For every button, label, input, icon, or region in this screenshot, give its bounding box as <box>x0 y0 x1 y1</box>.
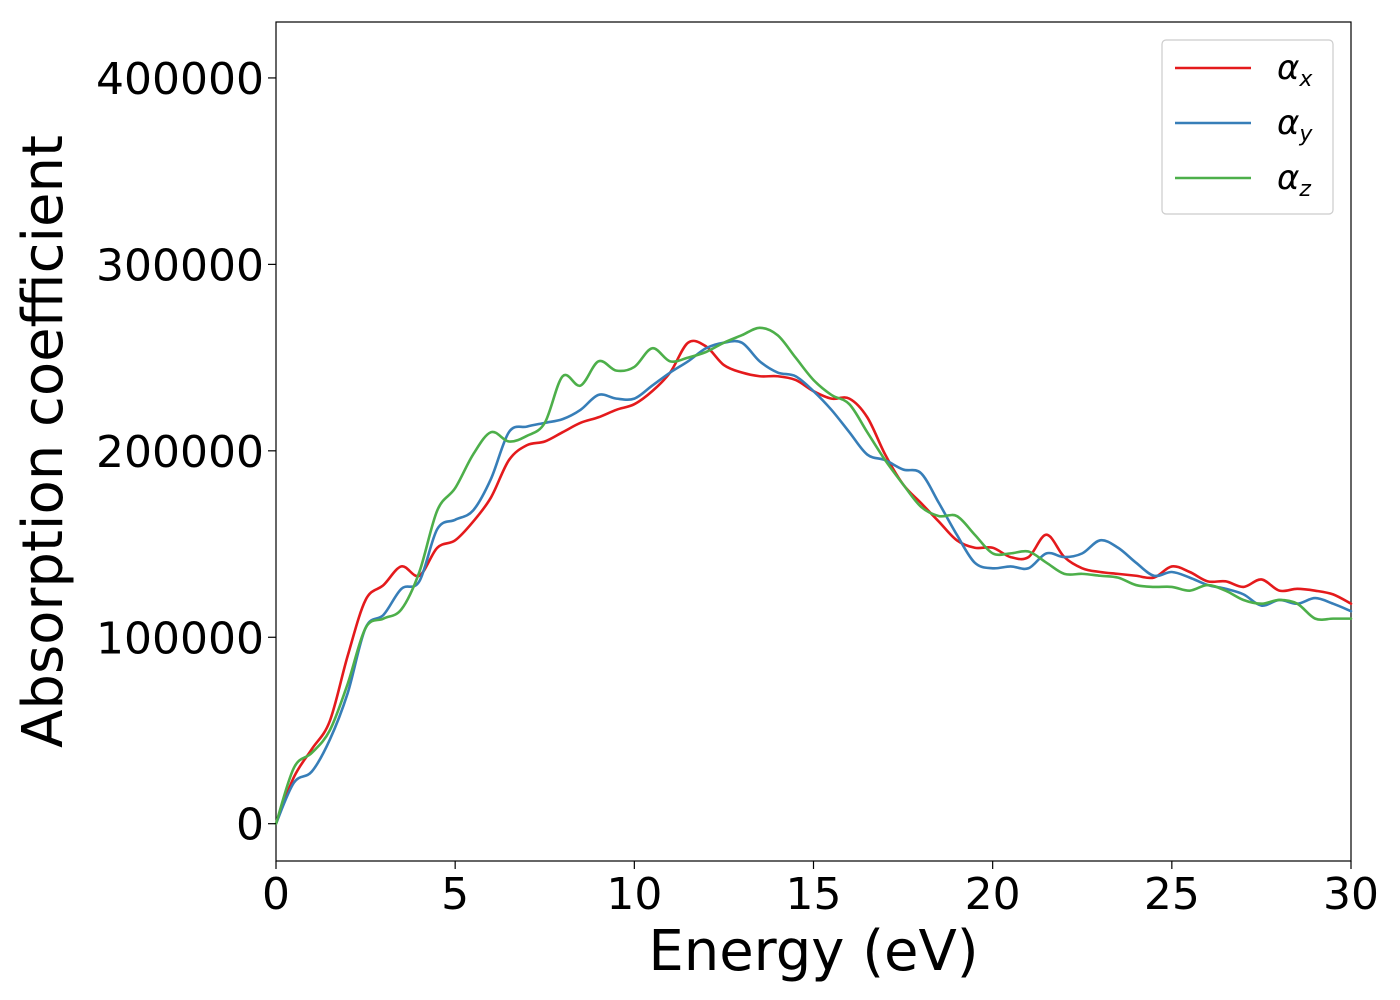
series-lines <box>274 326 1353 826</box>
y-tick-label: 400000 <box>96 54 264 105</box>
x-tick-label: 0 <box>262 869 290 920</box>
x-tick-label: 10 <box>606 869 662 920</box>
y-axis-title: Absorption coefficient <box>11 135 76 748</box>
series-line-alpha-y <box>274 339 1353 826</box>
x-tick-label: 30 <box>1323 869 1379 920</box>
y-tick-label: 0 <box>236 800 264 851</box>
x-tick-label: 20 <box>965 869 1021 920</box>
x-axis-title: Energy (eV) <box>648 919 978 984</box>
series-line-alpha-z <box>274 326 1353 826</box>
y-axis-ticks: 0 100000 200000 300000 400000 <box>96 54 276 851</box>
legend-box <box>1161 39 1334 215</box>
y-tick-label: 200000 <box>96 427 264 478</box>
y-tick-label: 300000 <box>96 240 264 291</box>
x-tick-label: 15 <box>786 869 842 920</box>
x-tick-label: 5 <box>441 869 469 920</box>
y-tick-label: 100000 <box>96 613 264 664</box>
x-tick-label: 25 <box>1144 869 1200 920</box>
x-axis-ticks: 0 5 10 15 20 25 30 <box>262 861 1379 920</box>
